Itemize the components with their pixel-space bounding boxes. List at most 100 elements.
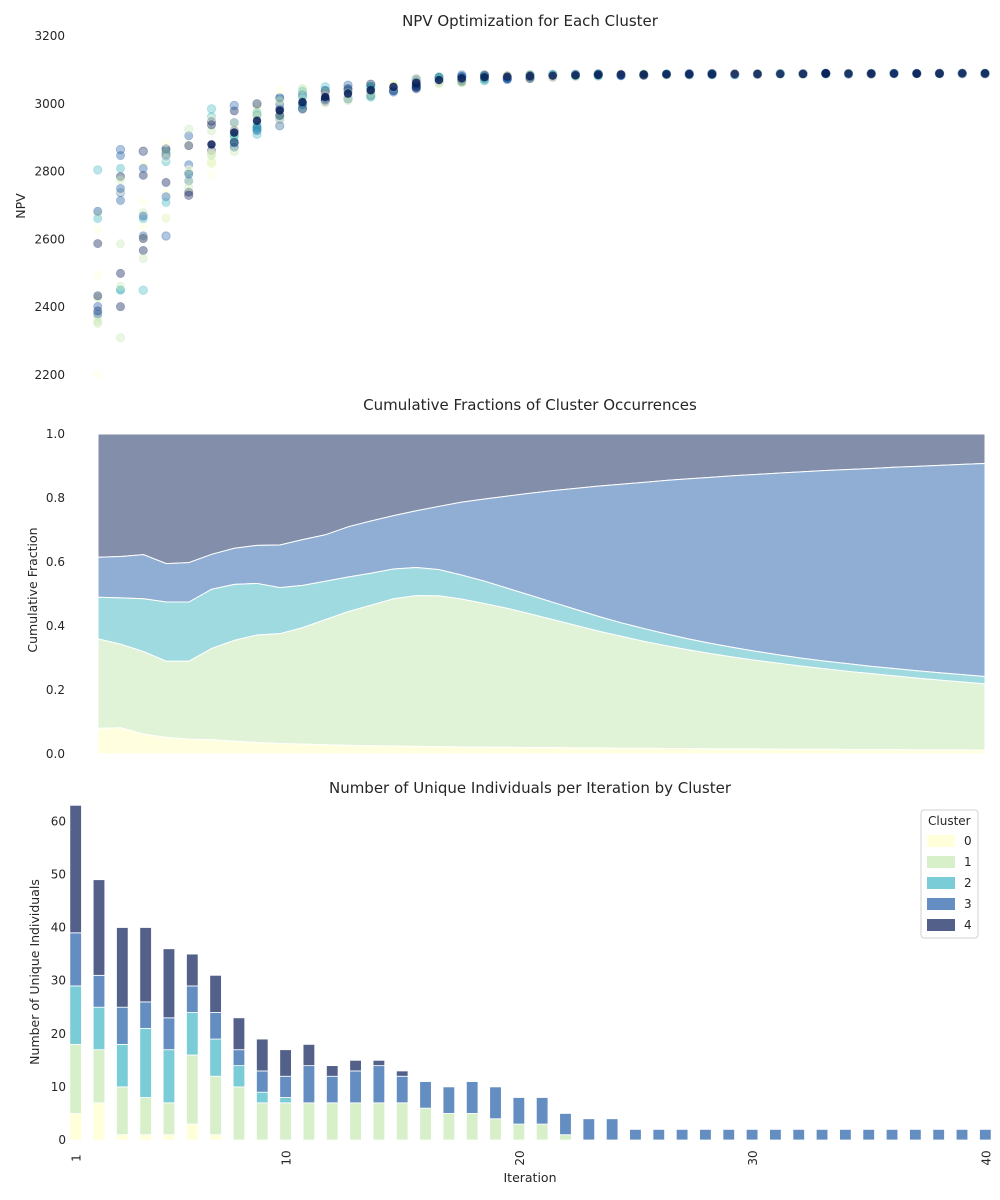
bar-segment-cluster-1 (442, 1113, 456, 1141)
scatter-point (184, 176, 194, 186)
bar-segment-cluster-3 (162, 1017, 176, 1051)
bar-segment-cluster-1 (256, 1102, 269, 1141)
scatter-point (161, 177, 171, 187)
bar-segment-cluster-4 (209, 974, 222, 1013)
npv-scatter-panel: NPV Optimization for Each Cluster NPV 22… (13, 12, 990, 382)
bar-segment-cluster-3 (116, 1006, 129, 1045)
bar-segment-cluster-4 (372, 1059, 386, 1067)
bar-segment-cluster-1 (559, 1134, 572, 1141)
scatter-point (161, 157, 171, 167)
scatter-point (116, 285, 126, 295)
scatter-y-tick-label: 2600 (34, 232, 65, 246)
scatter-point (138, 231, 148, 241)
scatter-point (298, 97, 307, 107)
bar-segment-cluster-3 (419, 1081, 432, 1109)
scatter-point (184, 182, 194, 192)
bar-segment-cluster-1 (162, 1102, 176, 1136)
scatter-point (93, 213, 103, 223)
scatter-point (116, 285, 126, 295)
scatter-point (207, 114, 217, 124)
bar-segment-cluster-1 (512, 1123, 526, 1141)
scatter-point (343, 80, 353, 90)
scatter-point (161, 151, 171, 161)
scatter-point (93, 370, 103, 380)
scatter-point (184, 160, 194, 170)
legend-title: Cluster (928, 814, 971, 828)
scatter-y-tick-label: 2800 (34, 165, 65, 179)
scatter-point (161, 213, 171, 223)
scatter-point (184, 138, 194, 148)
bar-y-tick-label: 10 (51, 1080, 66, 1094)
scatter-point (138, 245, 148, 255)
bar-x-tick-label: 30 (746, 1150, 760, 1165)
bar-x-tick-label: 40 (979, 1150, 993, 1165)
scatter-point (525, 71, 535, 81)
bar-segment-cluster-3 (652, 1128, 666, 1141)
bar-segment-cluster-1 (465, 1113, 479, 1141)
scatter-point (297, 85, 307, 95)
bar-x-label: Iteration (503, 1170, 556, 1185)
scatter-point (161, 213, 171, 223)
scatter-point (594, 70, 603, 80)
bar-segment-cluster-4 (395, 1070, 409, 1077)
scatter-point (867, 69, 876, 78)
scatter-point (275, 120, 285, 130)
bar-segment-cluster-2 (116, 1043, 129, 1088)
scatter-point (229, 137, 239, 147)
scatter-point (207, 140, 216, 149)
scatter-point (184, 165, 194, 175)
bar-segment-cluster-0 (116, 1134, 129, 1141)
bar-segment-cluster-3 (442, 1086, 456, 1114)
scatter-point (161, 231, 171, 241)
bar-y-tick-label: 0 (58, 1133, 66, 1147)
scatter-point (161, 144, 171, 154)
scatter-point (252, 101, 262, 111)
scatter-point (184, 141, 194, 151)
scatter-point (161, 188, 171, 198)
bar-segment-cluster-2 (139, 1028, 152, 1098)
scatter-point (275, 95, 285, 105)
bar-segment-cluster-3 (512, 1097, 526, 1125)
bar-segment-cluster-0 (209, 1134, 222, 1141)
scatter-point (297, 83, 308, 94)
scatter-point (116, 183, 126, 193)
scatter-point (229, 137, 239, 147)
scatter-point (138, 214, 148, 224)
scatter-point (93, 318, 103, 328)
scatter-point (207, 126, 217, 136)
bar-segment-cluster-3 (629, 1128, 642, 1141)
bar-segment-cluster-1 (139, 1097, 152, 1136)
scatter-point (321, 92, 330, 102)
scatter-point (912, 69, 921, 78)
legend-swatch-3 (927, 898, 955, 910)
scatter-point (93, 316, 103, 326)
bar-segment-cluster-3 (302, 1065, 316, 1104)
scatter-point (93, 224, 103, 234)
scatter-point (275, 121, 285, 131)
bar-y-tick-label: 50 (51, 867, 66, 881)
bar-segment-cluster-0 (69, 1113, 82, 1141)
bar-y-tick-label: 40 (51, 921, 66, 935)
bar-x-tick-label: 10 (280, 1150, 294, 1165)
bar-segment-cluster-3 (909, 1128, 922, 1141)
scatter-point (457, 74, 466, 83)
bar-segment-cluster-3 (745, 1128, 759, 1141)
legend-swatch-2 (927, 877, 955, 889)
scatter-point (503, 72, 512, 81)
scatter-y-tick-label: 3200 (34, 29, 65, 43)
scatter-point (252, 107, 262, 117)
scatter-point (275, 115, 285, 125)
area-y-tick-label: 0.6 (46, 555, 65, 569)
bar-segment-cluster-1 (349, 1102, 362, 1141)
scatter-point (116, 188, 126, 198)
scatter-point (229, 106, 239, 116)
bar-segment-cluster-2 (232, 1065, 246, 1088)
scatter-point (207, 157, 217, 167)
scatter-point (275, 93, 285, 103)
bar-segment-cluster-3 (699, 1128, 712, 1141)
scatter-point (161, 153, 171, 163)
bar-segment-cluster-3 (279, 1075, 292, 1098)
area-y-ticks: 0.0 0.2 0.4 0.6 0.8 1.0 (46, 427, 65, 761)
bar-segment-cluster-3 (559, 1113, 572, 1136)
